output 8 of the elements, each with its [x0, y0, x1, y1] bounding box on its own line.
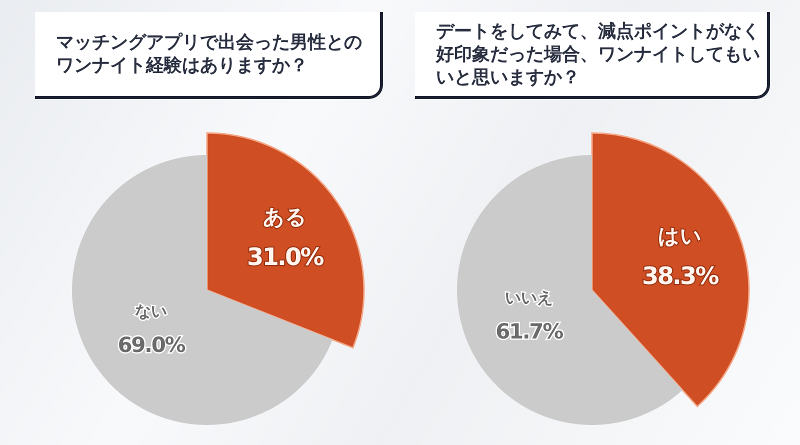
slice-label: いいえ — [505, 288, 554, 307]
data-label: 61.7% — [496, 319, 564, 344]
data-label: 31.0% — [247, 243, 324, 272]
slice-label: はい — [658, 224, 702, 248]
slice-label: ある — [262, 205, 307, 230]
data-label: 38.3% — [642, 262, 720, 290]
data-label: 69.0% — [118, 332, 186, 357]
slice-label: ない — [135, 301, 168, 320]
